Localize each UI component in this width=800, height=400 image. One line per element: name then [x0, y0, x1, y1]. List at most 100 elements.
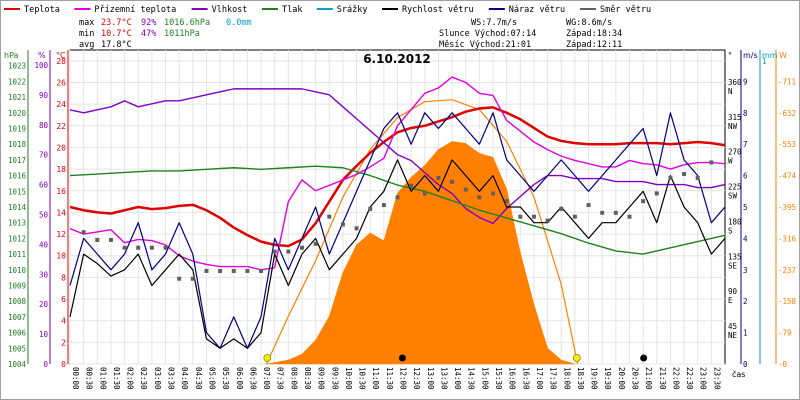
legend: Teplota Přízemní teplota Vlhkost Tlak Srážky…: [4, 5, 651, 15]
x-tick-label: 04:30: [194, 367, 203, 390]
hpa-tick-label: 1020: [8, 109, 27, 118]
legend-label: Rychlost větru: [402, 5, 474, 15]
pct-tick-label: 20: [39, 300, 49, 309]
pct-tick-label: 0: [43, 360, 48, 369]
wind-direction-point: [149, 245, 154, 250]
hpa-tick-label: 1015: [8, 187, 26, 196]
x-tick-label: 18:00: [562, 367, 571, 390]
wind-direction-point: [409, 183, 414, 188]
x-tick-label: 20:30: [630, 367, 639, 390]
sun-event-marker: [572, 354, 581, 362]
wind-direction-point: [340, 222, 345, 227]
stats-block: max 23.7°C 92% 1016.6hPa 0.0mm min 10.7°…: [79, 18, 252, 50]
pct-tick-label: 10: [39, 330, 49, 339]
info-wg: WG:8.6m/s: [566, 18, 612, 28]
w-tick-label: -316: [778, 234, 797, 243]
wind-direction-point: [559, 206, 564, 211]
stats-min-hum: 47%: [141, 29, 156, 39]
hpa-tick-label: 1007: [8, 313, 26, 322]
wind-direction-point: [586, 203, 591, 208]
x-tick-label: 01:00: [98, 367, 107, 390]
ms-tick-label: 5: [743, 203, 748, 212]
x-tick-label: 10:30: [358, 367, 367, 390]
legend-label: Náraz větru: [509, 5, 565, 15]
wind-direction-point: [259, 268, 264, 273]
ms-tick-label: 0: [743, 360, 748, 369]
c-tick-label: 28: [56, 57, 66, 66]
x-tick-label: 03:00: [153, 367, 162, 390]
hpa-tick-label: 1018: [8, 140, 27, 149]
dir-tick-label: N: [728, 87, 733, 96]
x-tick-label: 09:00: [317, 367, 326, 390]
legend-label: Teplota: [24, 5, 60, 15]
wind-direction-point: [395, 195, 400, 200]
hpa-tick-label: 1004: [8, 360, 27, 369]
wind-direction-point: [163, 245, 168, 250]
x-tick-label: 23:30: [712, 367, 721, 390]
legend-item: Rychlost větru: [382, 5, 474, 15]
wind-direction-point: [504, 199, 509, 204]
w-tick-label: -553: [778, 140, 796, 149]
legend-item: Srážky: [316, 5, 368, 15]
solar-max-curve: [265, 99, 579, 365]
wind-direction-point: [682, 172, 687, 177]
x-tick-label: 04:00: [180, 367, 189, 390]
moon-event-marker: [640, 354, 648, 362]
wind-direction-point: [518, 214, 523, 219]
wind-direction-point: [313, 241, 318, 246]
wind-direction-point: [81, 230, 86, 235]
wind-direction-point: [327, 214, 332, 219]
mm-tick-label: 1: [762, 57, 767, 66]
w-tick-label: -395: [778, 203, 796, 212]
legend-item: Směr větru: [580, 5, 651, 15]
chart-title: 6.10.2012: [363, 52, 431, 66]
wind-direction-point: [354, 226, 359, 231]
info-sun: Slunce Východ:07:14: [439, 29, 536, 39]
wind-direction-point: [218, 268, 223, 273]
pct-axis-title: %: [38, 51, 46, 60]
wind-direction-point: [654, 191, 659, 196]
wind-direction-point: [204, 268, 209, 273]
solar-area: [265, 99, 579, 365]
x-tick-label: 21:30: [658, 367, 667, 390]
sun-event-marker: [263, 354, 272, 362]
info-sun-set: Západ:18:34: [566, 29, 622, 39]
hpa-tick-label: 1013: [8, 219, 26, 228]
x-tick-label: 11:00: [371, 367, 380, 390]
x-tick-label: 07:00: [262, 367, 271, 390]
x-tick-label: 19:00: [590, 367, 599, 390]
hpa-tick-label: 1012: [8, 234, 26, 243]
wind-direction-point: [272, 249, 277, 254]
hpa-axis-title: hPa: [4, 51, 19, 60]
wind-direction-point: [422, 191, 427, 196]
x-tick-label: 06:30: [248, 367, 257, 390]
wind-direction-point: [245, 268, 250, 273]
x-tick-label: 20:00: [617, 367, 626, 390]
x-tick-label: 11:30: [385, 367, 394, 390]
ms-tick-label: 9: [743, 77, 748, 86]
deg-tick-label: 360: [728, 78, 742, 87]
pct-tick-label: 30: [39, 270, 49, 279]
x-tick-label: 05:30: [221, 367, 230, 390]
ms-tick-label: 4: [743, 234, 748, 243]
hpa-tick-label: 1006: [8, 329, 27, 338]
deg-tick-label: 135: [728, 252, 742, 261]
x-tick-label: 22:00: [671, 367, 680, 390]
stats-max-rain: 0.0mm: [226, 18, 252, 28]
x-tick-label: 12:00: [399, 367, 408, 390]
wind-direction-point: [231, 268, 236, 273]
x-tick-label: 06:00: [235, 367, 244, 390]
wind-direction-point: [177, 276, 182, 281]
wind-direction-point: [572, 214, 577, 219]
hpa-tick-label: 1014: [8, 203, 27, 212]
x-tick-label: 21:00: [644, 367, 653, 390]
wind-direction-point: [136, 245, 141, 250]
ms-tick-label: 8: [743, 109, 748, 118]
stats-max-temp: 23.7°C: [101, 18, 132, 28]
hpa-tick-label: 1022: [8, 77, 26, 86]
wind-direction-point: [613, 210, 618, 215]
x-tick-label: 12:30: [412, 367, 421, 390]
solar-area-fill: [266, 141, 575, 365]
c-tick-label: 12: [56, 230, 66, 239]
stats-max-hum: 92%: [141, 18, 156, 28]
